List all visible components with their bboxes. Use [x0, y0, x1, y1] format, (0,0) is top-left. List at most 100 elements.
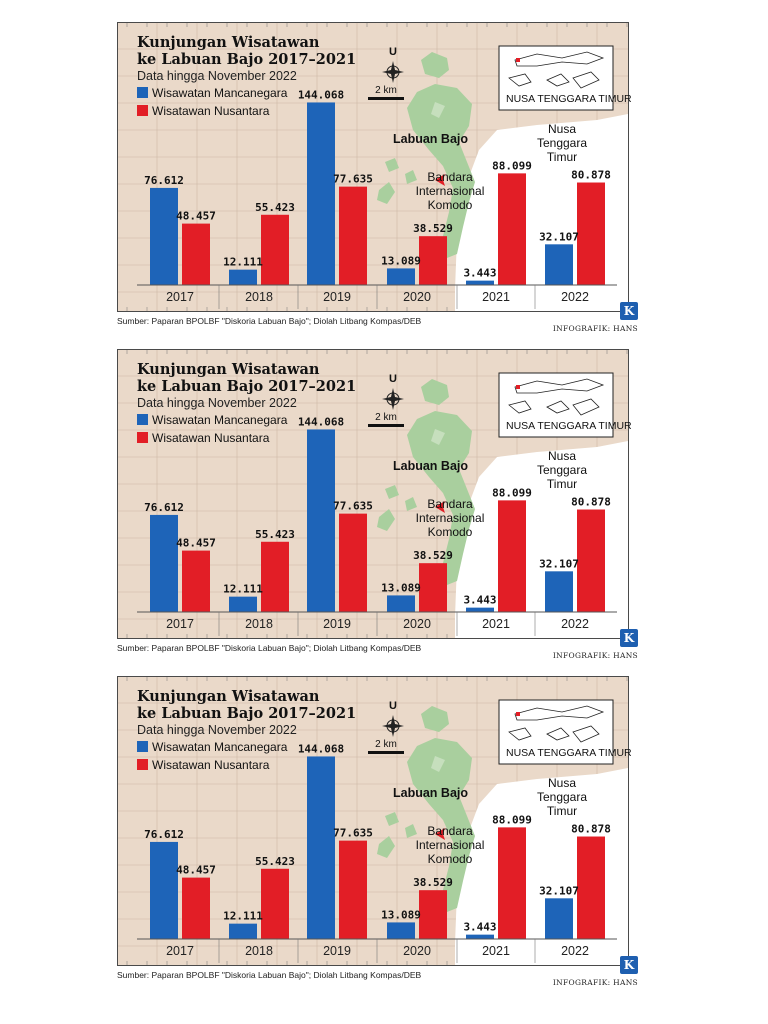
data-label-domestic-2021: 88.099 [492, 486, 532, 499]
x-tick-label-2020: 2020 [403, 617, 431, 631]
legend-domestic: Wisatawan Nusantara [137, 758, 269, 772]
legend-swatch-foreign [137, 741, 148, 752]
data-label-foreign-2019: 144.068 [298, 415, 344, 428]
x-tick-label-2021: 2021 [482, 617, 510, 631]
island-shapes [377, 706, 475, 912]
inset-map-shapes [508, 378, 605, 416]
title-line-2: ke Labuan Bajo 2017–2021 [137, 51, 357, 68]
data-label-domestic-2022: 80.878 [571, 496, 611, 509]
legend-swatch-domestic [137, 105, 148, 116]
legend-label-foreign: Wisawatan Mancanegara [152, 740, 288, 754]
legend-label-foreign: Wisawatan Mancanegara [152, 413, 288, 427]
compass-icon [382, 61, 404, 83]
labuan-bajo-label: Labuan Bajo [393, 786, 469, 800]
airport-airport_line3: Komodo [427, 525, 473, 539]
x-tick-label-2021: 2021 [482, 290, 510, 304]
inset-map-shapes [508, 51, 605, 89]
scale-label: 2 km [375, 412, 397, 423]
bar-domestic-2018 [261, 868, 289, 939]
compass-icon [382, 715, 404, 737]
chart-subtitle: Data hingga November 2022 [137, 69, 297, 83]
source-note: Sumber: Paparan BPOLBF "Diskoria Labuan … [117, 643, 422, 653]
bar-foreign-2022 [545, 898, 573, 939]
data-label-domestic-2019: 77.635 [333, 173, 373, 186]
north-label: U [389, 46, 397, 58]
region-region_line3: Timur [546, 804, 578, 818]
x-tick-label-2019: 2019 [323, 617, 351, 631]
infographic-credit: INFOGRAFIK: HANS [552, 324, 638, 333]
data-label-domestic-2020: 38.529 [413, 876, 453, 889]
bar-foreign-2019 [307, 756, 335, 939]
scale-label: 2 km [375, 739, 397, 750]
region-label: Nusa Tenggara Timur [527, 449, 597, 491]
x-tick-label-2017: 2017 [166, 617, 194, 631]
inset-location-marker [516, 712, 520, 716]
data-label-foreign-2022: 32.107 [539, 230, 579, 243]
airport-airport_line2: Internasional [415, 838, 485, 852]
data-label-domestic-2021: 88.099 [492, 159, 532, 172]
airport-icon [435, 501, 445, 513]
x-tick-label-2018: 2018 [245, 944, 273, 958]
infographic-credit: INFOGRAFIK: HANS [552, 651, 638, 660]
data-label-domestic-2017: 48.457 [176, 537, 216, 550]
bar-domestic-2018 [261, 214, 289, 285]
infographic-credit: INFOGRAFIK: HANS [552, 978, 638, 987]
chart-title: Kunjungan Wisatawan ke Labuan Bajo 2017–2… [137, 34, 356, 68]
kompas-logo: K [620, 629, 638, 647]
chart-svg: 76.612 48.457 12.111 55.423 144.068 77.635 13.… [117, 676, 629, 966]
scale-label: 2 km [375, 85, 397, 96]
data-label-domestic-2019: 77.635 [333, 500, 373, 513]
region-region_line2: Tenggara [536, 136, 588, 150]
data-label-foreign-2020: 13.089 [381, 581, 421, 594]
airport-label: Bandara Internasional Komodo [407, 824, 493, 866]
bar-foreign-2021 [466, 607, 494, 612]
region-region_line1: Nusa [547, 122, 576, 136]
inset-location-marker [516, 58, 520, 62]
x-tick-label-2021: 2021 [482, 944, 510, 958]
region-region_line2: Tenggara [536, 790, 588, 804]
bar-foreign-2021 [466, 934, 494, 939]
region-region_line3: Timur [546, 477, 578, 491]
airport-airport_line1: Bandara [427, 170, 473, 184]
data-label-foreign-2021: 3.443 [463, 921, 496, 934]
airport-airport_line1: Bandara [427, 497, 473, 511]
bar-domestic-2019 [339, 513, 367, 612]
bar-foreign-2021 [466, 280, 494, 285]
legend-label-foreign: Wisawatan Mancanegara [152, 86, 288, 100]
data-label-domestic-2022: 80.878 [571, 169, 611, 182]
chart-panel: 76.612 48.457 12.111 55.423 144.068 77.635 13.… [117, 349, 632, 639]
bar-foreign-2019 [307, 429, 335, 612]
scale-bar [368, 751, 404, 754]
airport-airport_line3: Komodo [427, 852, 473, 866]
chart-svg: 76.612 48.457 12.111 55.423 144.068 77.635 13.… [117, 349, 629, 639]
labuan-bajo-label: Labuan Bajo [393, 132, 469, 146]
x-tick-label-2019: 2019 [323, 290, 351, 304]
bar-domestic-2019 [339, 840, 367, 939]
data-label-foreign-2022: 32.107 [539, 557, 579, 570]
data-label-domestic-2017: 48.457 [176, 210, 216, 223]
bar-domestic-2018 [261, 541, 289, 612]
legend-swatch-foreign [137, 414, 148, 425]
bar-foreign-2017 [150, 841, 178, 939]
data-label-domestic-2018: 55.423 [255, 201, 295, 214]
bar-domestic-2021 [498, 173, 526, 285]
chart-subtitle: Data hingga November 2022 [137, 396, 297, 410]
region-label: Nusa Tenggara Timur [527, 776, 597, 818]
bars [150, 429, 605, 612]
source-note: Sumber: Paparan BPOLBF "Diskoria Labuan … [117, 316, 422, 326]
legend-foreign: Wisawatan Mancanegara [137, 740, 287, 754]
chart-title: Kunjungan Wisatawan ke Labuan Bajo 2017–2… [137, 688, 356, 722]
bar-foreign-2018 [229, 923, 257, 939]
title-line-1: Kunjungan Wisatawan [137, 361, 320, 378]
bar-domestic-2020 [419, 563, 447, 612]
bar-foreign-2022 [545, 244, 573, 285]
legend-foreign: Wisawatan Mancanegara [137, 413, 287, 427]
bar-foreign-2018 [229, 596, 257, 612]
data-label-domestic-2021: 88.099 [492, 813, 532, 826]
island-shapes [377, 379, 475, 585]
region-region_line1: Nusa [547, 449, 576, 463]
data-label-foreign-2021: 3.443 [463, 594, 496, 607]
bars [150, 756, 605, 939]
bars [150, 102, 605, 285]
bar-domestic-2019 [339, 186, 367, 285]
